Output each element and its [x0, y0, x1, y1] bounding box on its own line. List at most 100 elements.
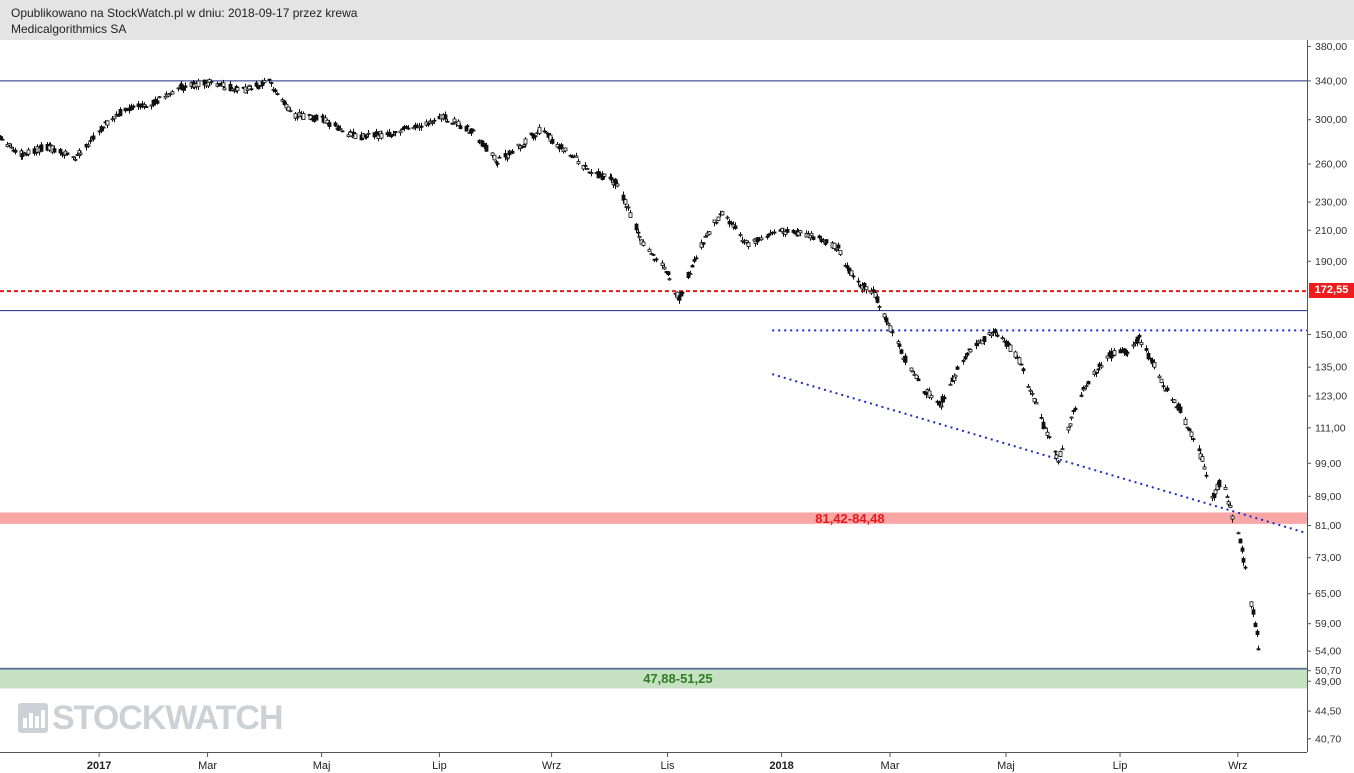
candle-body [112, 116, 117, 120]
candle-body [445, 120, 450, 123]
x-tick-label: Lip [1113, 760, 1128, 772]
candle-body [647, 248, 652, 253]
candle-body [1241, 558, 1246, 563]
price-series [0, 77, 1261, 651]
candle-body [1053, 450, 1058, 453]
x-tick-label: Mar [198, 760, 217, 772]
candle-body [1082, 388, 1087, 391]
candle-body [432, 119, 437, 122]
candle-body [965, 352, 970, 356]
candle-body [544, 131, 549, 134]
candle-body [295, 116, 300, 119]
candle-body [465, 125, 470, 128]
candle-body [677, 295, 682, 301]
candle-body [288, 110, 293, 112]
x-tick-label: Lip [432, 760, 447, 772]
candle-body [348, 131, 353, 133]
candle-body [379, 133, 384, 139]
candle-body [1152, 362, 1157, 368]
candle-body [1243, 566, 1248, 569]
candle-body [1071, 410, 1076, 412]
x-tick-label: 2017 [87, 760, 111, 772]
candle-body [1021, 368, 1026, 372]
candle-body [609, 177, 614, 181]
candle-body [1039, 416, 1044, 419]
stockwatch-logo: STOCKWATCH [18, 699, 284, 737]
candle-body [832, 242, 837, 249]
candle-body [131, 105, 136, 108]
candle-body [230, 88, 235, 91]
candle-body [426, 122, 431, 126]
candle-body [929, 394, 934, 399]
zone-label-1: 47,88-51,25 [643, 671, 712, 686]
candle-body [585, 168, 590, 171]
candle-body [550, 138, 555, 144]
candle-body [232, 89, 237, 92]
candle-body [118, 109, 123, 116]
candle-body [589, 172, 594, 174]
x-tick-label: Maj [313, 760, 331, 772]
y-tick-label: 190,00 [1315, 256, 1347, 268]
candle-body [824, 239, 829, 244]
candle-body [637, 235, 642, 239]
candle-body [701, 242, 706, 245]
x-tick-label: Lis [660, 760, 675, 772]
candle-body [759, 237, 764, 241]
x-tick-label: 2018 [769, 760, 793, 772]
candle-body [492, 154, 497, 161]
y-tick-label: 380,00 [1315, 41, 1347, 53]
candle-body [963, 356, 968, 360]
candle-body [1019, 363, 1024, 366]
candle-body [163, 96, 168, 99]
candle-body [1079, 394, 1084, 397]
y-tick-label: 210,00 [1315, 225, 1347, 237]
candle-body [1157, 375, 1162, 379]
candle-body [221, 82, 226, 87]
candle-body [1008, 344, 1013, 352]
candle-body [235, 87, 240, 92]
price-chart[interactable]: 81,42-84,48 47,88-51,25 380,00 340,00 300,00… [0, 40, 1354, 773]
candle-body [1159, 378, 1164, 383]
candle-body [1236, 532, 1241, 535]
y-tick-label: 89,00 [1315, 491, 1341, 503]
candle-body [13, 149, 18, 153]
y-tick-label: 50,70 [1315, 665, 1341, 677]
candle-body [1172, 399, 1177, 403]
candle-body [821, 239, 826, 242]
candle-body [26, 149, 31, 155]
candle-body [1086, 380, 1091, 385]
candle-body [836, 244, 841, 249]
candle-body [798, 230, 803, 234]
candle-body [105, 120, 110, 126]
candle-body [752, 238, 757, 242]
candle-body [452, 118, 457, 123]
candle-body [1030, 392, 1035, 395]
candle-body [576, 161, 581, 165]
candle-body [301, 113, 306, 120]
candle-body [353, 133, 358, 139]
candle-body [886, 322, 891, 326]
candle-body [249, 88, 254, 91]
support-zone-0 [0, 512, 1307, 524]
candle-body [955, 366, 960, 370]
candle-body [1056, 460, 1061, 463]
candle-body [1187, 428, 1192, 432]
candle-body [574, 155, 579, 158]
candle-body [1013, 351, 1018, 358]
candle-body [1251, 609, 1256, 615]
candle-body [1255, 630, 1260, 635]
candle-body [88, 140, 93, 142]
candle-body [924, 392, 929, 396]
candle-body [688, 273, 693, 275]
candle-body [374, 131, 379, 135]
candle-body [273, 89, 278, 93]
candle-body [1105, 355, 1110, 359]
x-tick-label: Wrz [542, 760, 561, 772]
candle-body [393, 131, 398, 134]
candle-body [914, 374, 919, 379]
y-tick-label: 99,00 [1315, 458, 1341, 470]
candle-body [686, 271, 691, 279]
last-price-tag: 172,55 [1309, 283, 1354, 298]
candle-body [1161, 385, 1166, 388]
y-tick-label: 49,00 [1315, 676, 1341, 688]
